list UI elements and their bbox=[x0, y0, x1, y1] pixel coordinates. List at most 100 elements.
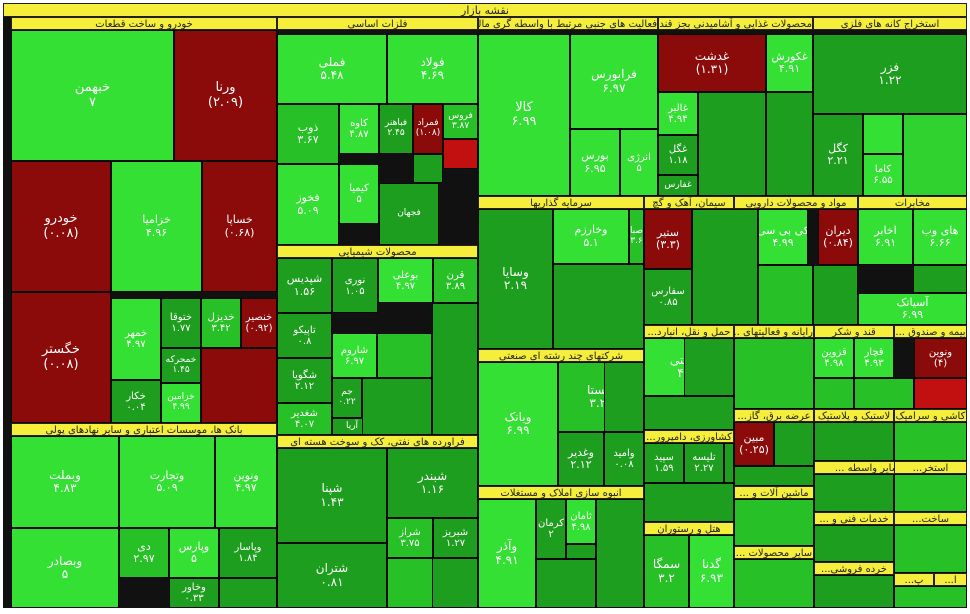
stock-tile[interactable]: فملی ۵.۴۸ bbox=[277, 34, 387, 104]
stock-tile[interactable]: خگستر (۰.۰۸) bbox=[11, 292, 111, 423]
stock-tile[interactable]: شغدیر ۴.۰۷ bbox=[277, 403, 332, 435]
small-stock-tile[interactable] bbox=[604, 362, 644, 432]
stock-tile[interactable]: فخوز ۵.۰۹ bbox=[277, 164, 339, 245]
stock-tile[interactable]: شپنا ۱.۴۳ bbox=[277, 448, 387, 543]
sector-header[interactable]: سیمان، آهک و گچ bbox=[644, 196, 734, 209]
small-stock-tile[interactable] bbox=[201, 348, 277, 423]
small-stock-tile[interactable] bbox=[734, 338, 814, 409]
small-stock-tile[interactable] bbox=[443, 139, 478, 169]
stock-tile[interactable]: وتجارت ۵.۰۹ bbox=[119, 436, 215, 528]
small-stock-tile[interactable] bbox=[758, 265, 813, 325]
stock-tile[interactable]: وامید ۰.۰۸ bbox=[604, 432, 644, 486]
small-stock-tile[interactable] bbox=[734, 499, 814, 546]
sector-header[interactable]: ساخت... bbox=[894, 512, 967, 525]
small-stock-tile[interactable] bbox=[413, 154, 443, 183]
stock-tile[interactable]: وخاور ۰.۳۳ bbox=[169, 578, 219, 608]
stock-tile[interactable]: غالبر ۴.۹۴ bbox=[658, 92, 698, 135]
small-stock-tile[interactable] bbox=[692, 209, 758, 325]
stock-tile[interactable]: خمهر ۴.۹۷ bbox=[111, 298, 161, 380]
stock-tile[interactable]: دی ۲.۹۷ bbox=[119, 528, 169, 578]
sector-header[interactable]: مخابرات bbox=[858, 196, 967, 209]
stock-tile[interactable]: شبندر ۱.۱۶ bbox=[387, 448, 478, 518]
stock-tile[interactable]: جم ۰.۲۲ bbox=[332, 378, 362, 418]
stock-tile[interactable]: کی بی سی ۴.۹۹ bbox=[758, 209, 808, 265]
sector-header[interactable]: خودرو و ساخت قطعات bbox=[11, 17, 277, 30]
stock-tile[interactable]: خبهمن ۷ bbox=[11, 30, 174, 161]
sector-header[interactable]: حمل و نقل، انبارد... bbox=[644, 325, 734, 338]
stock-tile[interactable]: تاپیکو ۰.۸ bbox=[277, 313, 332, 358]
stock-tile[interactable]: دیران (۰.۸۴) bbox=[818, 209, 858, 265]
sector-header[interactable]: خدمات فنی و ... bbox=[814, 512, 894, 525]
sector-header[interactable]: سرمایه گذاریها bbox=[478, 196, 644, 209]
stock-tile[interactable]: خدیزل ۳.۴۲ bbox=[201, 298, 241, 348]
stock-tile[interactable]: شراز ۳.۷۵ bbox=[387, 518, 433, 558]
stock-tile[interactable]: کاما ۶.۵۵ bbox=[863, 154, 903, 196]
small-stock-tile[interactable] bbox=[894, 586, 967, 608]
stock-tile[interactable]: وپاسار ۱.۸۴ bbox=[219, 528, 277, 578]
small-stock-tile[interactable] bbox=[814, 422, 894, 461]
small-stock-tile[interactable] bbox=[219, 578, 277, 608]
small-stock-tile[interactable] bbox=[536, 559, 596, 608]
stock-tile[interactable]: صبا ۳.۶ bbox=[629, 209, 644, 264]
stock-tile[interactable]: اخابر ۶.۹۱ bbox=[858, 209, 913, 265]
stock-tile[interactable]: فجهان bbox=[379, 183, 439, 245]
small-stock-tile[interactable] bbox=[894, 422, 967, 461]
stock-tile[interactable]: خمحرکه ۱.۴۵ bbox=[161, 348, 201, 383]
stock-tile[interactable]: ذوب ۳.۶۷ bbox=[277, 104, 339, 164]
stock-tile[interactable]: تلیسه ۲.۲۷ bbox=[684, 443, 724, 483]
small-stock-tile[interactable] bbox=[362, 378, 432, 435]
sector-header[interactable]: لاستیک و پلاستیک bbox=[814, 409, 894, 422]
small-stock-tile[interactable] bbox=[566, 544, 596, 559]
stock-tile[interactable]: قرن ۳.۸۹ bbox=[433, 258, 478, 303]
stock-tile[interactable]: قچار ۴.۹۳ bbox=[854, 338, 894, 378]
small-stock-tile[interactable] bbox=[814, 525, 894, 562]
small-stock-tile[interactable] bbox=[724, 443, 734, 483]
stock-tile[interactable]: خنصیر (۰.۹۲) bbox=[241, 298, 277, 348]
stock-tile[interactable]: مبین (۰.۲۵) bbox=[734, 422, 774, 466]
stock-tile[interactable]: وبصادر ۵ bbox=[11, 528, 119, 608]
stock-tile[interactable]: بوعلی ۴.۹۷ bbox=[378, 258, 433, 303]
sector-header[interactable]: عرضه برق، گاز... bbox=[734, 409, 814, 422]
small-stock-tile[interactable] bbox=[684, 338, 734, 396]
stock-tile[interactable]: فزر ۱.۲۲ bbox=[813, 34, 967, 114]
stock-tile[interactable]: فولاد ۴.۶۹ bbox=[387, 34, 478, 104]
stock-tile[interactable]: غفارس bbox=[658, 175, 698, 196]
stock-tile[interactable]: کگل ۲.۲۱ bbox=[813, 114, 863, 196]
small-stock-tile[interactable] bbox=[814, 378, 854, 409]
stock-tile[interactable]: وسایا ۲.۱۹ bbox=[478, 209, 553, 349]
sector-header[interactable]: مواد و محصولات دارویی bbox=[734, 196, 858, 209]
stock-tile[interactable]: وآذر ۴.۹۱ bbox=[478, 499, 536, 608]
stock-tile[interactable]: ثامان ۴.۹۸ bbox=[566, 499, 596, 544]
small-stock-tile[interactable] bbox=[814, 474, 894, 512]
small-stock-tile[interactable] bbox=[596, 499, 644, 608]
sector-header[interactable]: رایانه و فعالیتهای ... bbox=[734, 325, 814, 338]
stock-tile[interactable]: شتران ۰.۸۱ bbox=[277, 543, 387, 608]
sector-header[interactable]: هتل و رستوران bbox=[644, 522, 734, 535]
small-stock-tile[interactable] bbox=[914, 378, 967, 409]
sector-header[interactable]: بانک ها، موسسات اعتباری و سایر نهادهای پ… bbox=[11, 423, 277, 436]
stock-tile[interactable]: ستیر (۳.۳) bbox=[644, 209, 692, 269]
sector-header[interactable]: بیمه و صندوق ... bbox=[894, 325, 967, 338]
sector-header[interactable]: استخراج کانه های فلزی bbox=[813, 17, 967, 30]
small-stock-tile[interactable] bbox=[854, 378, 914, 409]
sector-header[interactable]: کشاورزی، دامپرور... bbox=[644, 430, 734, 443]
stock-tile[interactable]: قزوین ۴.۹۸ bbox=[814, 338, 854, 378]
stock-tile[interactable]: آسیاتک ۶.۹۹ bbox=[858, 293, 967, 325]
stock-tile[interactable]: شپدیس ۱.۵۶ bbox=[277, 258, 332, 313]
stock-tile[interactable]: سپید ۱.۵۹ bbox=[644, 443, 684, 483]
small-stock-tile[interactable] bbox=[432, 558, 478, 608]
sector-header[interactable]: شرکتهای چند رشته ای صنعتی bbox=[478, 349, 644, 362]
small-stock-tile[interactable] bbox=[734, 466, 814, 486]
stock-tile[interactable]: کاوه ۴.۸۷ bbox=[339, 104, 379, 154]
sector-header[interactable]: کاشی و سرامیک bbox=[894, 409, 967, 422]
stock-tile[interactable]: ختوقا ۱.۷۷ bbox=[161, 298, 201, 348]
small-stock-tile[interactable] bbox=[913, 265, 967, 293]
sector-header[interactable]: استخر... bbox=[894, 461, 967, 474]
small-stock-tile[interactable] bbox=[863, 114, 903, 154]
stock-tile[interactable]: بورس ۶.۹۵ bbox=[570, 129, 620, 196]
sector-header[interactable]: محصولات غذایی و آشامیدنی بجز قند... bbox=[658, 17, 813, 30]
small-stock-tile[interactable] bbox=[894, 525, 967, 573]
stock-tile[interactable]: وخارزم ۵.۱ bbox=[553, 209, 629, 264]
stock-tile[interactable]: فمراد (۱.۰۸) bbox=[413, 104, 443, 154]
stock-tile[interactable]: فروس ۳.۸۷ bbox=[443, 104, 478, 139]
